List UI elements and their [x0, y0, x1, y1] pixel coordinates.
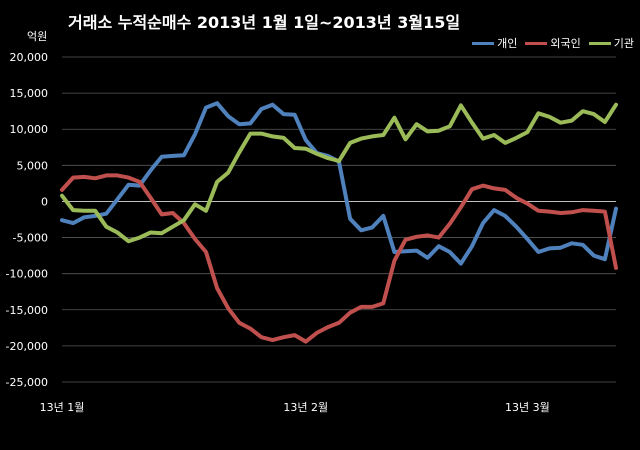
- x-tick-label: 13년 1월: [40, 401, 85, 414]
- legend-item-foreign: 외국인: [525, 35, 581, 51]
- legend-swatch-foreign: [525, 41, 548, 45]
- y-tick-label: 15,000: [10, 87, 49, 100]
- legend: 개인 외국인 기관: [472, 35, 634, 51]
- chart-title: 거래소 누적순매수 2013년 1월 1일~2013년 3월15일: [68, 13, 461, 32]
- legend-item-individual: 개인: [472, 35, 517, 51]
- legend-swatch-institution: [588, 41, 611, 45]
- series-line-institution: [60, 102, 618, 244]
- legend-item-institution: 기관: [588, 35, 634, 51]
- y-tick-label: 5,000: [17, 159, 49, 172]
- y-tick-label: -5,000: [13, 232, 48, 245]
- y-tick-label: -15,000: [6, 304, 48, 317]
- x-tick-label: 13년 2월: [283, 401, 328, 414]
- y-tick-label: 10,000: [10, 123, 49, 136]
- y-tick-label: 0: [41, 195, 48, 208]
- y-tick-label: 20,000: [10, 51, 49, 64]
- y-tick-label: -20,000: [6, 340, 48, 353]
- x-tick-label: 13년 3월: [505, 401, 550, 414]
- series-line-foreign: [60, 173, 618, 344]
- legend-label-institution: 기관: [613, 37, 634, 50]
- legend-swatch-individual: [472, 41, 495, 45]
- legend-label-individual: 개인: [497, 37, 518, 50]
- series-line-individual: [60, 101, 618, 266]
- legend-label-foreign: 외국인: [550, 37, 581, 50]
- y-tick-label: -10,000: [6, 268, 48, 281]
- y-axis-unit-label: 억원: [27, 30, 48, 43]
- y-tick-label: -25,000: [6, 376, 48, 389]
